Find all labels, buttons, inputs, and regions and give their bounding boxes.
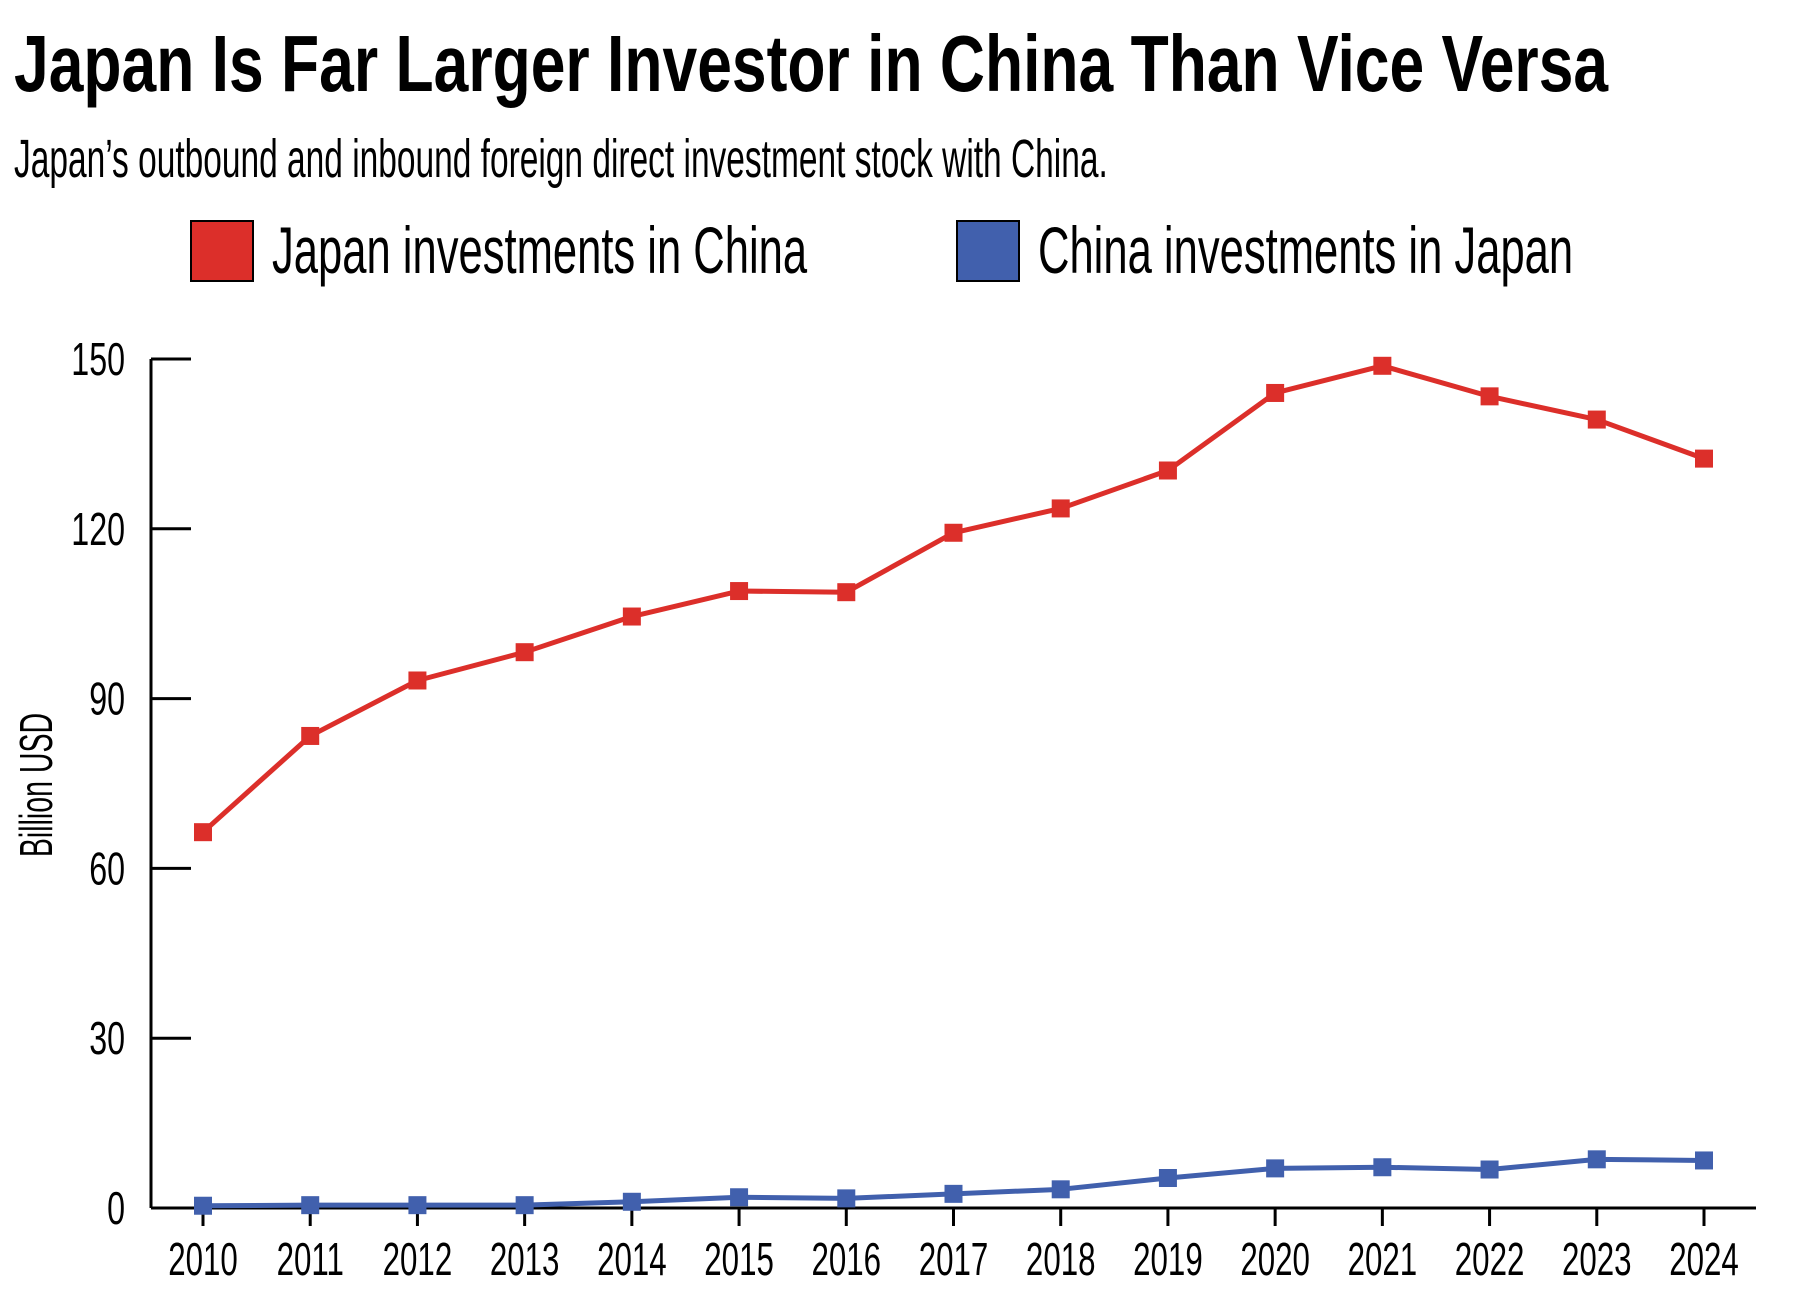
data-point-marker bbox=[944, 1184, 963, 1203]
x-tick-label: 2012 bbox=[383, 1234, 453, 1285]
data-point-marker bbox=[837, 583, 856, 602]
data-point-marker bbox=[730, 1188, 749, 1207]
legend-label: China investments in Japan bbox=[1038, 213, 1574, 287]
data-point-marker bbox=[1051, 499, 1070, 518]
data-point-marker bbox=[1373, 1158, 1392, 1177]
x-tick-label: 2024 bbox=[1669, 1234, 1739, 1285]
data-point-marker bbox=[1587, 410, 1606, 429]
data-point-marker bbox=[730, 582, 749, 601]
y-tick-label: 0 bbox=[107, 1183, 125, 1234]
data-point-marker bbox=[1695, 1151, 1713, 1170]
data-point-marker bbox=[622, 1192, 641, 1211]
data-point-marker bbox=[1480, 387, 1499, 406]
data-point-marker bbox=[1480, 1160, 1499, 1179]
chart-subtitle: Japan’s outbound and inbound foreign dir… bbox=[14, 129, 1108, 189]
data-point-marker bbox=[408, 671, 427, 690]
data-point-marker bbox=[1587, 1150, 1606, 1169]
y-tick-label: 90 bbox=[89, 674, 125, 725]
legend-swatch-blue bbox=[956, 220, 1020, 282]
x-tick-label: 2020 bbox=[1240, 1234, 1310, 1285]
x-tick-label: 2023 bbox=[1562, 1234, 1632, 1285]
data-point-marker bbox=[1266, 1159, 1285, 1178]
legend-swatch-red bbox=[190, 220, 254, 282]
data-point-marker bbox=[837, 1189, 856, 1208]
data-point-marker bbox=[944, 523, 963, 542]
data-point-marker bbox=[515, 1196, 534, 1215]
data-point-marker bbox=[622, 607, 641, 626]
x-tick-label: 2010 bbox=[168, 1234, 238, 1285]
y-tick-label: 60 bbox=[89, 844, 125, 895]
chart-title: Japan Is Far Larger Investor in China Th… bbox=[14, 19, 1609, 108]
data-point-marker bbox=[1158, 1169, 1177, 1188]
x-tick-label: 2018 bbox=[1026, 1234, 1096, 1285]
data-point-marker bbox=[1051, 1180, 1070, 1199]
data-point-marker bbox=[301, 1196, 320, 1215]
data-point-marker bbox=[301, 726, 320, 745]
x-tick-label: 2014 bbox=[597, 1234, 667, 1285]
data-point-marker bbox=[194, 823, 212, 842]
data-point-marker bbox=[1373, 356, 1392, 375]
y-tick-label: 120 bbox=[71, 504, 125, 555]
x-tick-label: 2011 bbox=[277, 1234, 344, 1285]
x-tick-label: 2022 bbox=[1455, 1234, 1525, 1285]
y-axis-label: Billion USD bbox=[11, 713, 63, 857]
y-tick-label: 30 bbox=[89, 1014, 125, 1065]
y-tick-label: 150 bbox=[71, 334, 125, 385]
data-point-marker bbox=[408, 1196, 427, 1215]
data-point-marker bbox=[194, 1196, 212, 1215]
data-point-marker bbox=[1695, 449, 1713, 468]
series-line-0 bbox=[201, 363, 1705, 835]
x-tick-label: 2019 bbox=[1133, 1234, 1203, 1285]
legend-label: Japan investments in China bbox=[272, 213, 808, 287]
data-point-marker bbox=[515, 643, 534, 662]
data-point-marker bbox=[1266, 383, 1285, 402]
data-point-marker bbox=[1158, 461, 1177, 480]
x-tick-label: 2016 bbox=[811, 1234, 881, 1285]
x-tick-label: 2013 bbox=[490, 1234, 560, 1285]
x-tick-label: 2017 bbox=[919, 1234, 989, 1285]
x-tick-label: 2021 bbox=[1348, 1234, 1418, 1285]
x-tick-label: 2015 bbox=[704, 1234, 774, 1285]
